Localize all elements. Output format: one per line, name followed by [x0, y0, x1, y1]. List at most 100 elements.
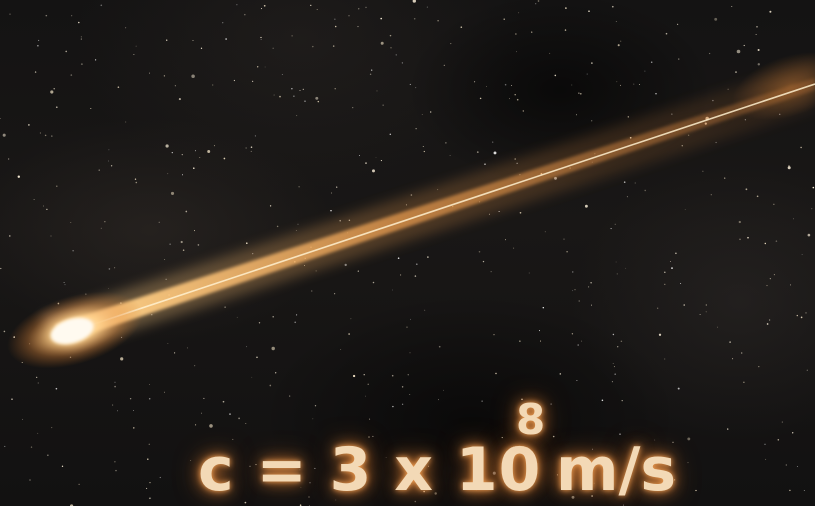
star [788, 165, 790, 167]
star [678, 58, 680, 60]
star [212, 84, 214, 86]
star [114, 461, 116, 463]
star [110, 165, 113, 167]
star [769, 278, 771, 280]
star [376, 90, 378, 92]
star [134, 178, 137, 180]
equation-base: c = 3 x 10 [198, 435, 542, 505]
star [556, 474, 558, 476]
equation-unit: m/s [556, 435, 677, 505]
star [264, 66, 266, 68]
meteor-trail-core [69, 83, 815, 333]
star [299, 89, 301, 91]
star [484, 163, 486, 165]
star [185, 210, 188, 213]
star [359, 155, 360, 157]
star [434, 492, 437, 495]
star [232, 438, 234, 440]
star [296, 115, 298, 117]
star [492, 471, 496, 475]
star [612, 363, 614, 364]
star [133, 427, 135, 429]
star [591, 62, 593, 64]
star [702, 170, 704, 172]
star [348, 15, 350, 17]
star [251, 376, 253, 378]
star [658, 333, 662, 336]
star [623, 181, 626, 183]
star [614, 223, 616, 225]
star [7, 158, 10, 160]
star [655, 93, 657, 95]
star [310, 4, 312, 6]
star [757, 63, 760, 66]
star [438, 399, 439, 401]
star [246, 346, 248, 348]
star [9, 13, 11, 15]
star [516, 98, 519, 101]
star [182, 249, 185, 251]
star [222, 400, 225, 403]
star [365, 6, 367, 9]
star [22, 418, 24, 420]
star [743, 381, 745, 384]
star [193, 167, 195, 169]
star [755, 34, 757, 36]
star [715, 141, 717, 144]
star [805, 312, 807, 314]
star [50, 235, 52, 237]
star [741, 352, 743, 354]
star [269, 384, 272, 387]
star [255, 464, 257, 466]
star [493, 151, 497, 155]
star [665, 32, 668, 35]
star [238, 417, 240, 420]
star [675, 252, 677, 255]
star [572, 290, 574, 292]
star [117, 410, 118, 412]
star [519, 340, 521, 342]
star [148, 443, 150, 445]
star [194, 365, 196, 367]
star [773, 203, 775, 205]
star [476, 151, 479, 153]
star [806, 369, 808, 371]
star [276, 225, 279, 228]
star [149, 481, 151, 484]
star [542, 306, 545, 309]
star [78, 483, 80, 486]
star [511, 85, 513, 87]
star [775, 240, 778, 242]
star [552, 435, 555, 438]
star [311, 290, 313, 292]
star [100, 4, 103, 7]
star [169, 243, 171, 245]
star [291, 88, 293, 90]
star [350, 318, 352, 320]
star [250, 150, 252, 152]
star [738, 220, 741, 224]
star [684, 209, 686, 210]
star [233, 79, 236, 82]
star [272, 315, 274, 318]
star [758, 366, 760, 368]
star [531, 31, 533, 33]
star [166, 39, 168, 41]
star [0, 118, 1, 120]
star [392, 405, 394, 408]
star [380, 160, 382, 162]
star [401, 62, 404, 64]
star [129, 397, 132, 400]
star [314, 405, 317, 407]
star [135, 181, 138, 184]
star [445, 142, 447, 144]
star [757, 48, 760, 52]
star [423, 490, 425, 493]
star [50, 90, 54, 94]
star [705, 304, 707, 306]
star [676, 23, 679, 26]
star [450, 43, 452, 45]
star [39, 132, 41, 134]
meteor [7, 51, 815, 369]
star [236, 316, 238, 318]
